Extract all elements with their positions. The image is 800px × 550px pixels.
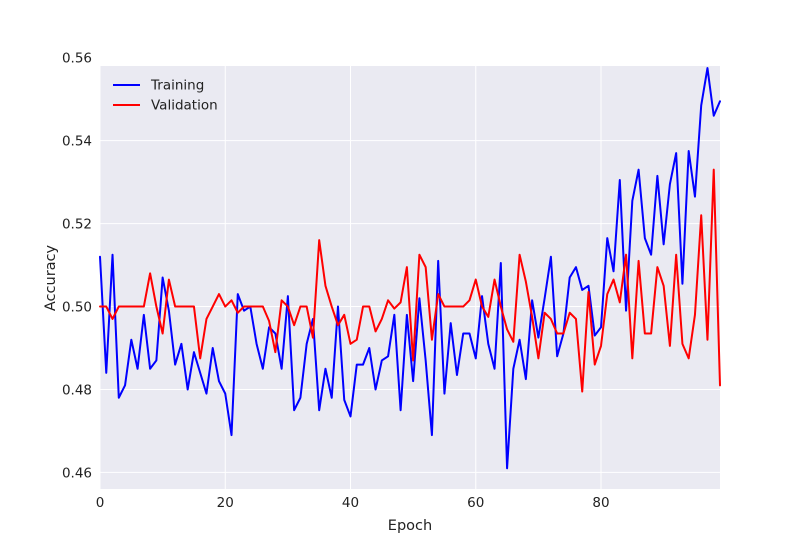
gridlines [99,57,720,489]
y-tick-label: 0.48 [62,382,92,398]
x-tick-label: 20 [217,495,234,511]
y-axis-label: Accuracy [43,244,59,311]
y-axis-ticks: 0.46 0.48 0.50 0.52 0.54 0.56 [62,51,92,482]
plot-background [100,66,720,489]
y-tick-label: 0.56 [62,51,92,67]
y-tick-label: 0.52 [62,217,92,233]
legend: Training Validation [113,78,218,114]
x-tick-label: 40 [342,495,359,511]
x-tick-label: 60 [467,495,484,511]
y-tick-label: 0.50 [62,300,92,316]
y-tick-label: 0.54 [62,134,92,150]
y-tick-label: 0.46 [62,465,92,481]
x-axis-ticks: 0 20 40 60 80 [96,495,610,511]
x-axis-label: Epoch [388,518,432,534]
legend-label-training: Training [150,78,204,94]
x-tick-label: 80 [592,495,609,511]
series-line-training [99,67,721,470]
legend-label-validation: Validation [151,98,218,114]
x-tick-label: 0 [96,495,105,511]
series-line-validation [99,168,721,393]
series-layer [99,67,721,470]
